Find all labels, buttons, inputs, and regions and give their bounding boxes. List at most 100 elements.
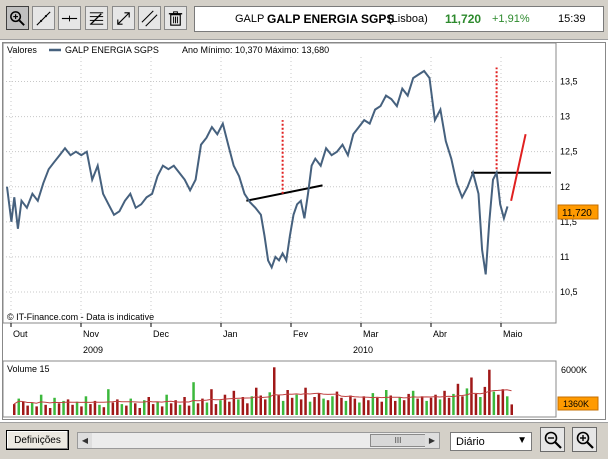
- volume-bar: [174, 400, 177, 415]
- y-tick-label: 12,5: [560, 147, 578, 157]
- volume-bar: [125, 405, 128, 415]
- horizontal-line-tool-icon[interactable]: [58, 6, 81, 30]
- volume-bar: [210, 389, 213, 415]
- quote-price: 11,720: [445, 12, 482, 26]
- y-tick-label: 10,5: [560, 287, 578, 297]
- trendline-tool-icon[interactable]: [32, 6, 55, 30]
- zoom-tool-icon[interactable]: [6, 6, 29, 30]
- volume-bar: [13, 404, 16, 415]
- trash-icon[interactable]: [164, 6, 187, 30]
- volume-bar: [461, 396, 464, 416]
- volume-bar: [255, 387, 258, 415]
- volume-bar: [102, 407, 106, 415]
- volume-bar: [26, 405, 29, 415]
- volume-bar: [98, 404, 101, 415]
- move-tool-icon[interactable]: [112, 6, 135, 30]
- volume-bar: [129, 398, 132, 415]
- zoom-in-icon: [576, 431, 594, 449]
- volume-bar: [143, 400, 146, 415]
- volume-max-label: 6000K: [561, 365, 587, 375]
- y-tick-label: 13,5: [560, 77, 578, 87]
- volume-last-label: 1360K: [563, 399, 589, 409]
- volume-bar: [44, 404, 47, 415]
- volume-bar: [237, 399, 240, 415]
- year-label-2010: 2010: [353, 345, 373, 355]
- volume-bar: [362, 396, 366, 416]
- volume-bar: [232, 390, 236, 415]
- volume-bar: [111, 402, 115, 415]
- volume-bar: [250, 396, 254, 416]
- volume-bar: [344, 400, 348, 415]
- volume-bar: [510, 404, 513, 415]
- volume-bar: [429, 397, 433, 415]
- volume-bar: [116, 399, 119, 415]
- last-price-marker: [557, 204, 599, 220]
- scroll-left-icon[interactable]: ◀: [78, 433, 92, 448]
- volume-bar: [156, 401, 159, 415]
- panel-label: Valores: [7, 45, 37, 55]
- definitions-button[interactable]: Definições: [6, 430, 69, 450]
- volume-bar: [169, 403, 173, 415]
- volume-bar: [394, 400, 397, 415]
- volume-bar: [398, 397, 401, 415]
- volume-bar: [420, 396, 424, 416]
- volume-bar: [304, 387, 307, 415]
- price-gridlines: [3, 57, 556, 323]
- x-tick-label: Fev: [293, 329, 309, 339]
- volume-bar: [71, 404, 74, 415]
- volume-bars: [13, 367, 513, 416]
- volume-bar: [340, 397, 343, 415]
- volume-bar: [22, 401, 25, 415]
- volume-bar: [219, 400, 222, 415]
- volume-bar: [349, 395, 352, 415]
- volume-bar: [62, 400, 65, 415]
- volume-bar: [358, 402, 361, 415]
- parallel-lines-tool-icon[interactable]: [138, 6, 161, 30]
- volume-bar: [39, 394, 43, 415]
- zoom-in-button[interactable]: [572, 427, 597, 452]
- volume-bar: [353, 398, 357, 415]
- y-tick-label: 11: [560, 252, 569, 262]
- scroll-thumb[interactable]: III: [370, 434, 426, 447]
- volume-bar: [411, 390, 415, 415]
- volume-bar: [277, 395, 280, 415]
- volume-bar: [134, 403, 137, 415]
- volume-bar: [416, 398, 419, 415]
- fibonacci-tool-icon[interactable]: [85, 6, 108, 30]
- volume-bar: [313, 397, 316, 415]
- volume-bar: [53, 397, 56, 415]
- volume-bar: [192, 382, 195, 415]
- volume-bar: [376, 397, 379, 415]
- volume-bar: [205, 402, 209, 415]
- period-select[interactable]: Diário ▼: [450, 432, 532, 451]
- volume-bar: [281, 400, 285, 415]
- volume-label: Volume 15: [7, 364, 50, 374]
- trendline: [246, 184, 323, 202]
- x-tick-label: Out: [13, 329, 28, 339]
- period-value: Diário: [456, 436, 485, 448]
- quote-panel: GALP GALP ENERGIA SGPS (Lisboa) 11,720 +…: [194, 6, 604, 32]
- quote-change: +1,91%: [492, 13, 530, 25]
- volume-bar: [264, 399, 267, 415]
- zoom-out-button[interactable]: [540, 427, 565, 452]
- x-tick-label: Maio: [503, 329, 523, 339]
- volume-bar: [474, 393, 478, 415]
- volume-bar: [317, 393, 321, 415]
- volume-bar: [326, 400, 330, 415]
- volume-bar: [35, 406, 38, 415]
- volume-bar: [138, 408, 141, 415]
- volume-bar: [66, 399, 70, 415]
- volume-bar: [201, 398, 204, 415]
- quote-ticker: GALP: [235, 13, 265, 25]
- volume-bar: [80, 406, 83, 415]
- volume-bar: [470, 377, 473, 415]
- volume-bar: [295, 394, 298, 415]
- chart-canvas[interactable]: 10,5 11 11,5 12 12,5 13 13,5 Valores GALP ENER…: [3, 43, 605, 419]
- volume-bar: [447, 397, 451, 415]
- chevron-down-icon: ▼: [517, 435, 527, 446]
- volume-bar: [452, 393, 455, 415]
- time-scrollbar[interactable]: ◀ III ▶: [77, 432, 440, 449]
- volume-bar: [479, 397, 482, 415]
- volume-bar: [228, 401, 231, 415]
- scroll-right-icon[interactable]: ▶: [425, 433, 439, 448]
